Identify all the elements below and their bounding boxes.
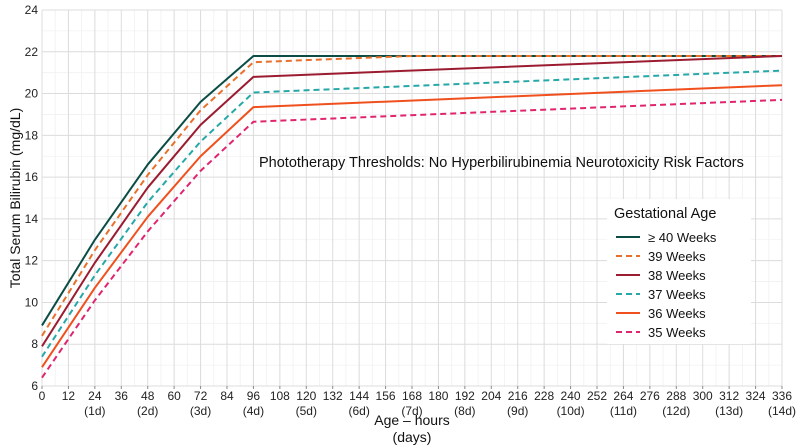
x-tick-label: 312	[719, 389, 739, 403]
y-tick-label: 22	[25, 45, 39, 59]
grid-major	[41, 9, 783, 387]
legend-label-5: 35 Weeks	[648, 325, 706, 340]
y-tick-label: 18	[25, 128, 39, 142]
x-tick-label: 168	[402, 389, 422, 403]
legend-items: ≥ 40 Weeks 39 Weeks 38 Weeks 37 Weeks 36 Wee…	[616, 230, 717, 340]
x-tick-label: 132	[323, 389, 343, 403]
y-tick-label: 12	[25, 254, 39, 268]
x-day-label: (6d)	[348, 404, 369, 418]
x-tick-label: 336	[772, 389, 792, 403]
x-day-label: (14d)	[768, 404, 796, 418]
x-tick-label: 276	[640, 389, 660, 403]
x-tick-label: 288	[666, 389, 686, 403]
y-axis-ticks: 6 8 10 12 14 16 18 20 22 24	[25, 3, 39, 393]
x-tick-label: 72	[194, 389, 208, 403]
series-line-3	[41, 69, 783, 358]
legend-label-3: 37 Weeks	[648, 287, 706, 302]
y-tick-label: 14	[25, 212, 39, 226]
x-day-label: (13d)	[715, 404, 743, 418]
legend-box	[607, 199, 751, 344]
x-tick-label: 12	[62, 389, 76, 403]
x-day-label: (2d)	[137, 404, 158, 418]
x-tick-label: 120	[296, 389, 316, 403]
x-day-label: (7d)	[401, 404, 422, 418]
x-day-label: (8d)	[454, 404, 475, 418]
x-tick-label: 84	[220, 389, 234, 403]
y-tick-label: 20	[25, 87, 39, 101]
x-tick-label: 204	[481, 389, 501, 403]
x-tick-label: 180	[428, 389, 448, 403]
grid-minor	[42, 10, 782, 386]
x-axis-subtitle: (days)	[393, 429, 432, 445]
legend: Gestational Age ≥ 40 Weeks 39 Weeks 38 Wee…	[607, 199, 751, 344]
y-tick-label: 8	[31, 337, 38, 351]
x-tick-label: 96	[247, 389, 261, 403]
x-tick-label: 60	[167, 389, 181, 403]
x-tick-label: 300	[693, 389, 713, 403]
x-tick-label: 144	[349, 389, 369, 403]
x-tick-label: 228	[534, 389, 554, 403]
legend-label-2: 38 Weeks	[648, 268, 706, 283]
x-tick-label: 192	[455, 389, 475, 403]
y-tick-label: 10	[25, 295, 39, 309]
x-day-label: (4d)	[243, 404, 264, 418]
y-axis-title: Total Serum Bilirubin (mg/dL)	[7, 108, 23, 289]
x-day-label: (12d)	[662, 404, 690, 418]
x-day-label: (10d)	[557, 404, 585, 418]
x-day-label: (5d)	[296, 404, 317, 418]
x-tick-label: 324	[746, 389, 766, 403]
x-tick-label: 24	[88, 389, 102, 403]
x-tick-label: 108	[270, 389, 290, 403]
x-tick-label: 264	[613, 389, 633, 403]
x-day-label: (1d)	[84, 404, 105, 418]
x-tick-label: 216	[508, 389, 528, 403]
x-tick-label: 36	[115, 389, 129, 403]
y-tick-label: 24	[25, 3, 39, 17]
x-axis-day-ticks: (1d) (2d) (3d) (4d) (5d) (6d) (7d) (8d) (9d) (10d…	[84, 404, 796, 418]
y-tick-label: 16	[25, 170, 39, 184]
x-tick-label: 240	[561, 389, 581, 403]
x-tick-label: 48	[141, 389, 155, 403]
x-day-label: (3d)	[190, 404, 211, 418]
legend-label-0: ≥ 40 Weeks	[648, 230, 717, 245]
x-tick-label: 156	[376, 389, 396, 403]
series-line-2	[41, 54, 783, 347]
series-line-0	[41, 54, 782, 326]
x-day-label: (9d)	[507, 404, 528, 418]
x-tick-label: 252	[587, 389, 607, 403]
legend-label-4: 36 Weeks	[648, 306, 706, 321]
y-tick-label: 6	[31, 379, 38, 393]
x-axis-title: Age – hours	[374, 412, 450, 428]
series-layer	[41, 54, 783, 379]
x-axis-ticks: 0 12 24 36 48 60 72 84 96 108 120 132 144 156 168 180 19…	[39, 386, 792, 403]
legend-label-1: 39 Weeks	[648, 249, 706, 264]
x-day-label: (11d)	[610, 404, 637, 418]
x-tick-label: 0	[39, 389, 46, 403]
series-line-5	[41, 98, 783, 379]
legend-title: Gestational Age	[614, 206, 716, 222]
series-line-4	[41, 84, 783, 368]
chart-annotation: Phototherapy Thresholds: No Hyperbilirub…	[259, 155, 744, 171]
series-line-1	[41, 54, 782, 337]
